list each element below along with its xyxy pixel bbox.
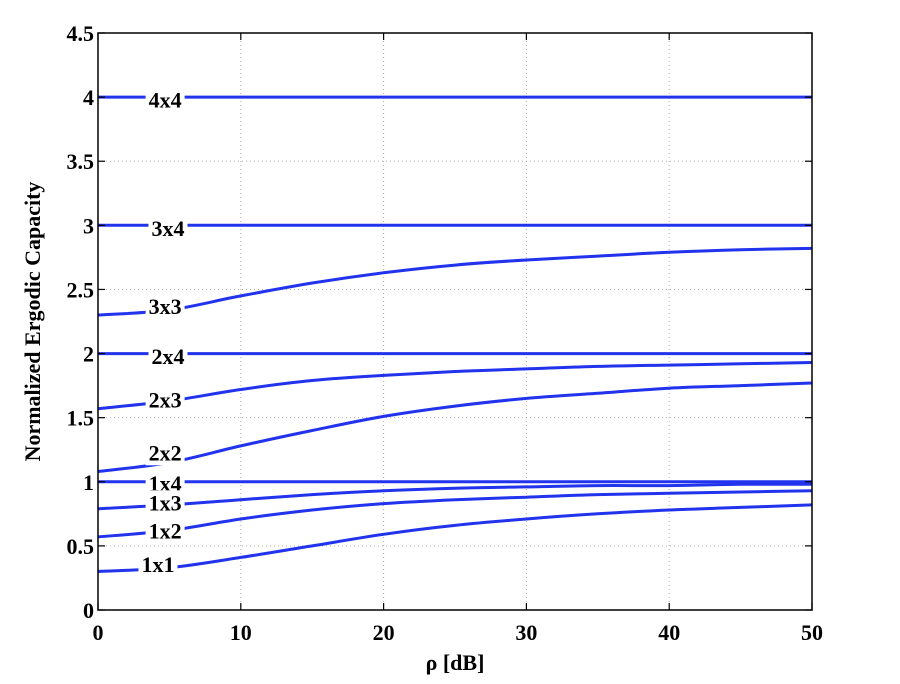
x-tick-label: 0 bbox=[93, 620, 104, 645]
x-tick-labels: 0 10 20 30 40 50 bbox=[93, 620, 824, 645]
x-axis-label: ρ [dB] bbox=[426, 650, 485, 675]
series-label-background bbox=[145, 440, 185, 466]
series-label-background bbox=[145, 490, 185, 516]
y-tick-label: 1.5 bbox=[67, 406, 95, 431]
series-line-2x3 bbox=[97, 361, 813, 411]
series-label-4x4: 4x4 bbox=[149, 88, 182, 113]
series-line-1x3 bbox=[97, 482, 813, 511]
series-label-1x1: 1x1 bbox=[141, 552, 174, 577]
y-tick-label: 3.5 bbox=[67, 149, 95, 174]
series-label-background bbox=[145, 87, 185, 113]
series-label-2x4: 2x4 bbox=[151, 344, 184, 369]
series-line-1x1 bbox=[97, 503, 813, 573]
series-line-2x2 bbox=[97, 381, 813, 473]
x-tick-label: 10 bbox=[230, 620, 252, 645]
series-label-3x4: 3x4 bbox=[151, 216, 184, 241]
series-label-background bbox=[145, 518, 185, 544]
series-line-3x3 bbox=[97, 246, 813, 317]
series-label-1x2: 1x2 bbox=[149, 519, 182, 544]
x-tick-label: 20 bbox=[373, 620, 395, 645]
series-lines bbox=[97, 95, 813, 573]
y-axis-label: Normalized Ergodic Capacity bbox=[20, 182, 45, 462]
series-label-background bbox=[145, 387, 185, 413]
axis-ticks bbox=[97, 32, 813, 611]
series-label-2x2: 2x2 bbox=[149, 440, 182, 465]
y-tick-label: 4 bbox=[83, 85, 94, 110]
y-tick-label: 0 bbox=[83, 598, 94, 623]
series-label-background bbox=[148, 344, 188, 370]
series-line-1x2 bbox=[97, 489, 813, 539]
y-tick-label: 2.5 bbox=[67, 277, 95, 302]
series-label-background bbox=[138, 551, 178, 577]
y-tick-label: 1 bbox=[83, 470, 94, 495]
series-label-1x3: 1x3 bbox=[149, 490, 182, 515]
plot-frame bbox=[97, 32, 813, 611]
y-tick-label: 0.5 bbox=[67, 534, 95, 559]
series-label-background bbox=[145, 294, 185, 320]
y-tick-labels: 0 0.5 1 1.5 2 2.5 3 3.5 4 4.5 bbox=[67, 21, 95, 623]
x-tick-label: 30 bbox=[515, 620, 537, 645]
series-label-2x3: 2x3 bbox=[149, 388, 182, 413]
series-label-3x3: 3x3 bbox=[149, 294, 182, 319]
y-tick-label: 4.5 bbox=[67, 21, 95, 46]
y-tick-label: 3 bbox=[83, 213, 94, 238]
x-tick-label: 50 bbox=[801, 620, 823, 645]
series-label-background bbox=[148, 215, 188, 241]
y-tick-label: 2 bbox=[83, 342, 94, 367]
x-tick-label: 40 bbox=[658, 620, 680, 645]
